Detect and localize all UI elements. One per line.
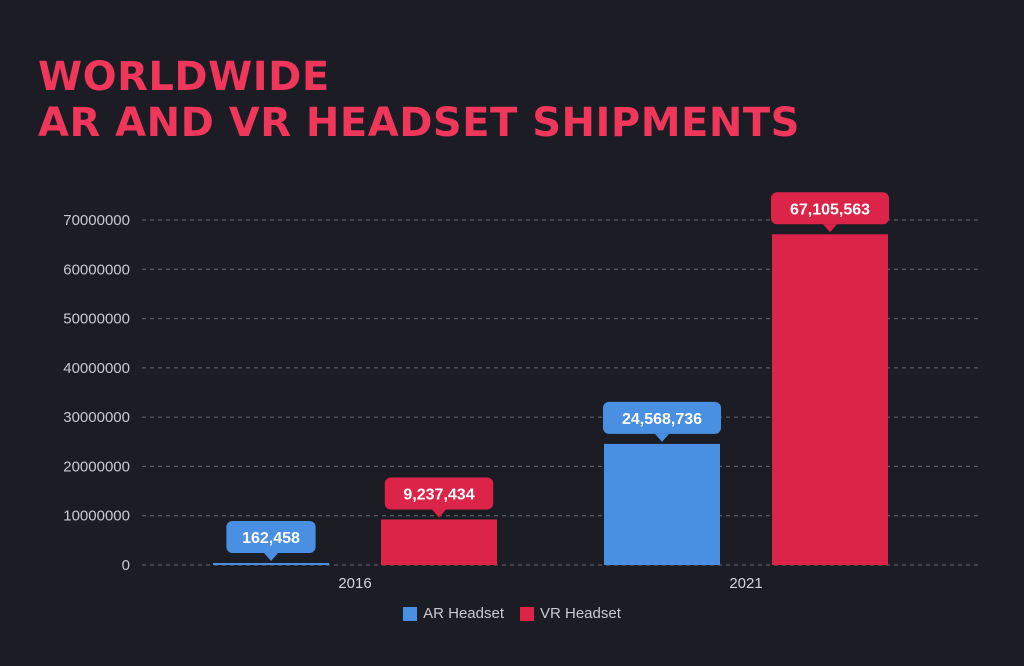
y-tick-label: 50000000: [63, 311, 130, 328]
y-tick-label: 20000000: [63, 458, 130, 475]
x-tick-label: 2021: [729, 575, 762, 592]
bar-vr-headset-2016[interactable]: [381, 519, 497, 565]
bar-vr-headset-2021[interactable]: [772, 234, 888, 565]
chart-title-line-2: AR AND VR HEADSET SHIPMENTS: [38, 100, 800, 146]
data-label-box: [603, 401, 721, 434]
legend-item-vr[interactable]: VR Headset: [520, 605, 621, 622]
bars: [213, 234, 888, 565]
data-label-vr-headset-2021: 67,105,563: [771, 192, 889, 233]
data-label-pointer: [264, 553, 278, 561]
bar-ar-headset-2021[interactable]: [604, 443, 720, 565]
data-label-box: [384, 477, 494, 510]
bar-ar-headset-2016[interactable]: [213, 563, 329, 565]
y-tick-label: 70000000: [63, 212, 130, 229]
y-tick-label: 10000000: [63, 508, 130, 525]
y-tick-label: 0: [122, 557, 130, 574]
data-label-pointer: [655, 433, 669, 442]
x-axis: 2016 2021: [338, 575, 762, 592]
data-labels: 162,458 9,237,434 24,568,736 67,105,563: [226, 192, 889, 561]
y-tick-label: 40000000: [63, 360, 130, 377]
chart-title-line-1: WORLDWIDE: [38, 54, 330, 100]
data-label-ar-headset-2016: 162,458: [226, 521, 316, 561]
legend: AR Headset VR Headset: [0, 605, 1024, 622]
legend-label-ar: AR Headset: [423, 605, 504, 622]
legend-item-ar[interactable]: AR Headset: [403, 605, 504, 622]
data-label-box: [771, 192, 889, 225]
data-label-text: 9,237,434: [403, 486, 474, 503]
chart-title: WORLDWIDE AR AND VR HEADSET SHIPMENTS: [38, 54, 800, 146]
data-label-vr-headset-2016: 9,237,434: [384, 477, 494, 518]
data-label-ar-headset-2021: 24,568,736: [603, 401, 721, 442]
x-tick-label: 2016: [338, 575, 371, 592]
data-label-text: 67,105,563: [790, 201, 870, 218]
data-label-box: [226, 521, 316, 553]
legend-label-vr: VR Headset: [540, 605, 621, 622]
data-label-pointer: [823, 224, 837, 233]
legend-swatch-ar: [403, 606, 418, 621]
data-label-text: 162,458: [242, 530, 300, 547]
y-tick-label: 30000000: [63, 409, 130, 426]
data-label-text: 24,568,736: [622, 411, 702, 428]
legend-swatch-vr: [520, 606, 534, 621]
y-tick-label: 60000000: [63, 261, 130, 278]
y-axis: 0 10000000 20000000 30000000 40000000 5000000…: [63, 212, 130, 574]
data-label-pointer: [432, 509, 446, 518]
